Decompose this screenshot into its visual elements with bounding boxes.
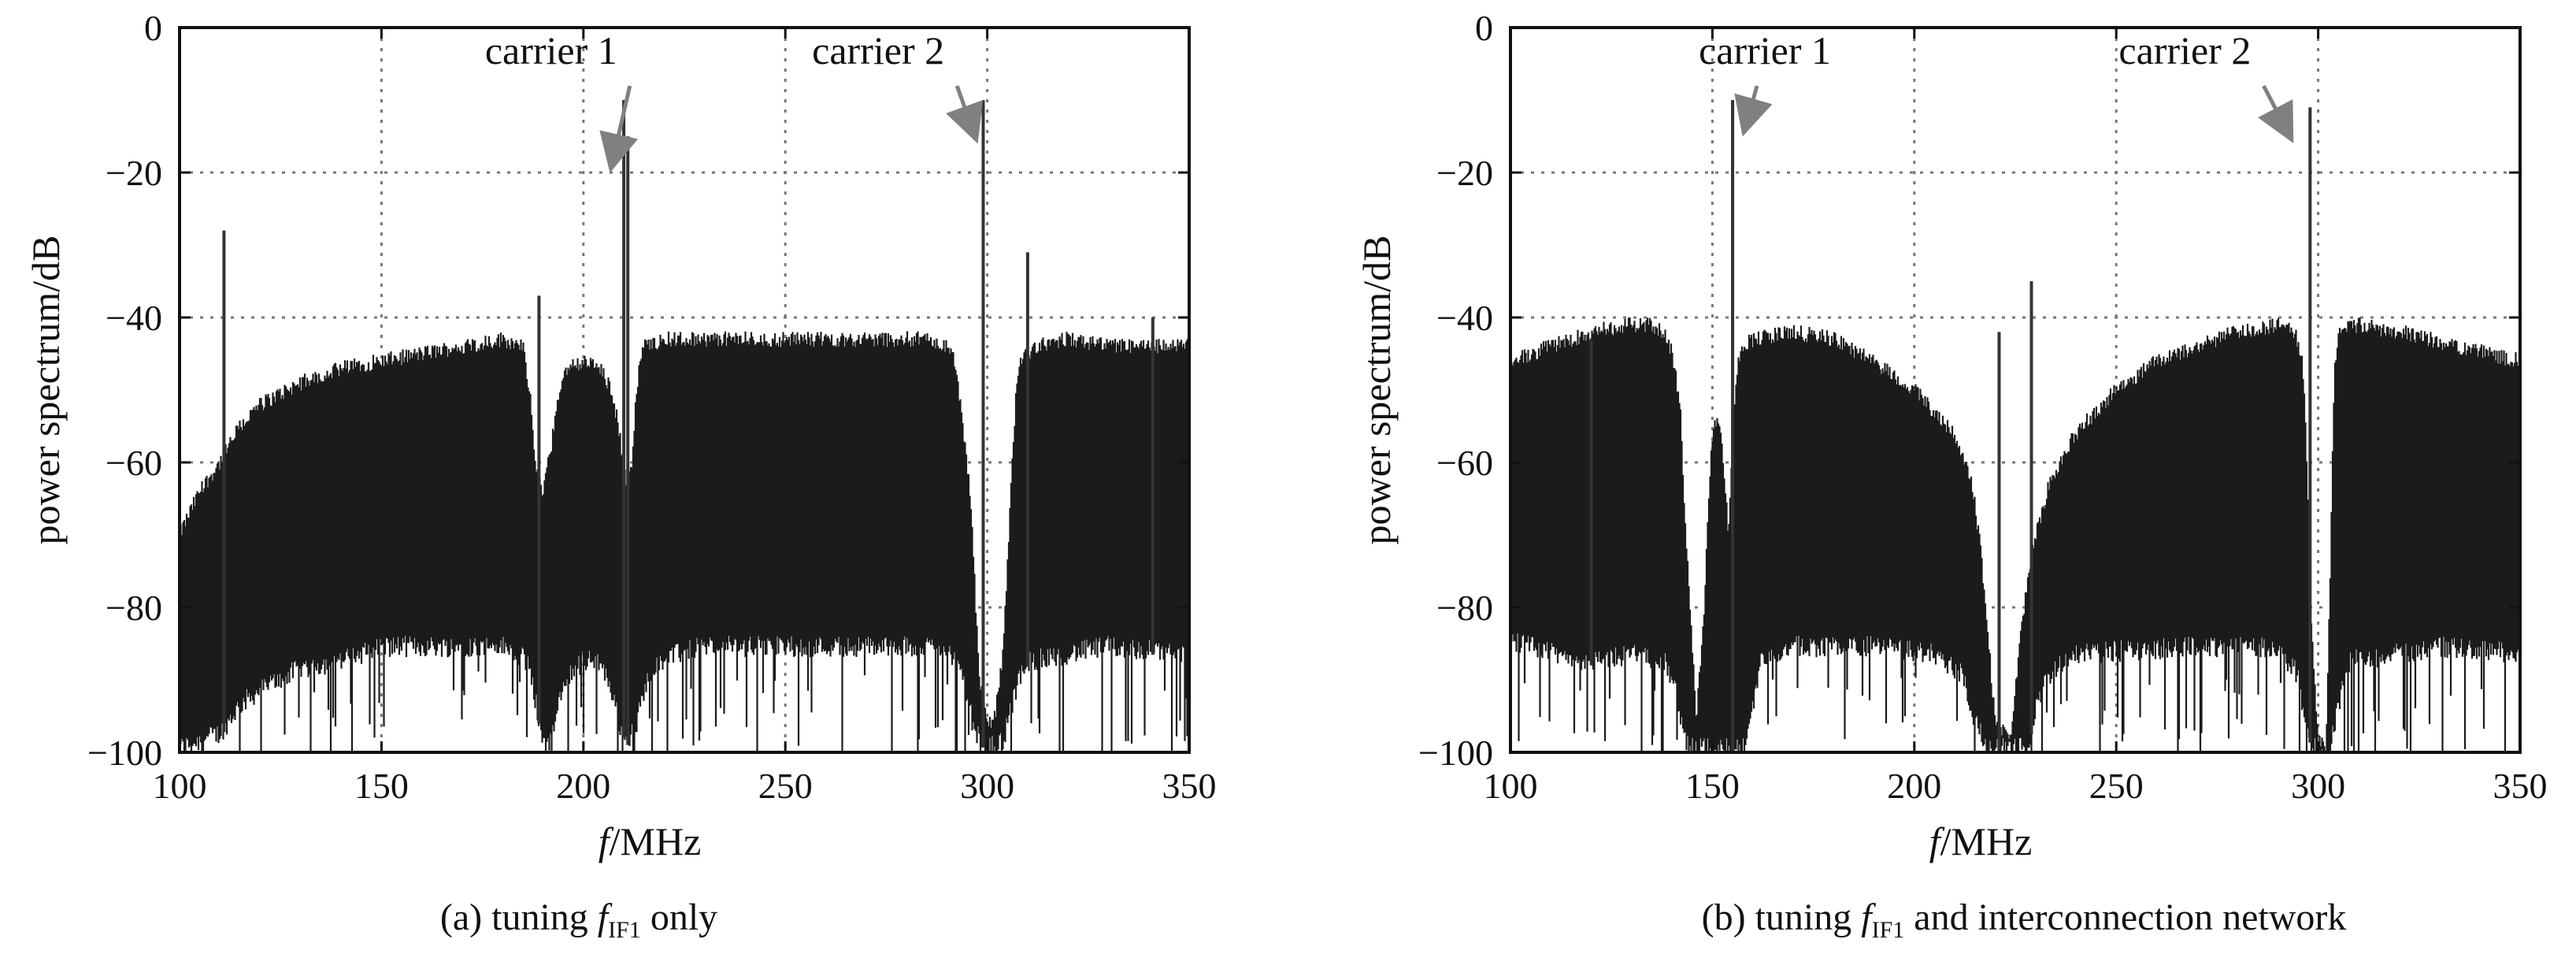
x-tick-label: 200 xyxy=(1887,766,1941,806)
x-tick-label: 250 xyxy=(2089,766,2144,806)
y-tick-label: −80 xyxy=(106,588,162,628)
x-tick-label: 300 xyxy=(960,766,1014,806)
spectrum-fill xyxy=(178,331,1190,752)
annotation-arrow xyxy=(1734,85,1773,137)
plot-frame xyxy=(1509,26,2522,754)
x-axis-label: f/MHz xyxy=(599,819,702,863)
annotation-arrow xyxy=(599,85,638,173)
y-axis-label: power spectrum/dB xyxy=(1355,236,1399,545)
y-tick-label: −20 xyxy=(1436,153,1493,193)
x-tick-label: 150 xyxy=(354,766,409,806)
annotation-label: carrier 1 xyxy=(1699,28,1831,72)
y-tick-label: −100 xyxy=(1418,733,1493,773)
panel-caption: (a) tuning fIF1 only xyxy=(440,896,717,943)
spectrum-series xyxy=(178,100,1190,752)
x-tick-label: 150 xyxy=(1685,766,1740,806)
x-tick-label: 200 xyxy=(556,766,610,806)
panel-caption: (b) tuning fIF1 and interconnection netw… xyxy=(1702,896,2347,943)
spectrum-fill xyxy=(1509,317,2521,752)
y-axis-label: power spectrum/dB xyxy=(24,236,68,545)
y-tick-label: −100 xyxy=(87,733,162,773)
x-tick-label: 350 xyxy=(1162,766,1217,806)
spectrum-series xyxy=(1509,100,2521,752)
y-tick-label: 0 xyxy=(1475,8,1493,48)
annotation-arrow xyxy=(2258,84,2294,143)
y-tick-label: −40 xyxy=(1436,298,1493,338)
y-tick-label: −40 xyxy=(106,298,162,338)
annotation-label: carrier 2 xyxy=(2118,28,2251,72)
y-tick-label: −80 xyxy=(1436,588,1493,628)
x-tick-label: 250 xyxy=(758,766,813,806)
annotation-label: carrier 1 xyxy=(485,28,617,72)
x-tick-label: 100 xyxy=(1484,766,1538,806)
x-axis-label: f/MHz xyxy=(1929,819,2033,863)
x-tick-label: 100 xyxy=(153,766,207,806)
x-tick-label: 300 xyxy=(2291,766,2345,806)
annotation-label: carrier 2 xyxy=(812,28,944,72)
chart-panel-b: 100 150 200 250 300 350 0 −20 −40 −60 −80 −100 power… xyxy=(1355,8,2548,943)
y-tick-label: −60 xyxy=(1436,443,1493,483)
y-tick-label: −20 xyxy=(106,153,162,193)
y-tick-label: −60 xyxy=(106,443,162,483)
y-tick-label: 0 xyxy=(144,8,162,48)
x-tick-label: 350 xyxy=(2493,766,2548,806)
chart-panel-a: 100 150 200 250 300 350 0 −20 −40 −60 −80 −100 power… xyxy=(24,8,1217,943)
plot-frame xyxy=(178,26,1191,754)
annotation-arrow xyxy=(946,85,984,144)
